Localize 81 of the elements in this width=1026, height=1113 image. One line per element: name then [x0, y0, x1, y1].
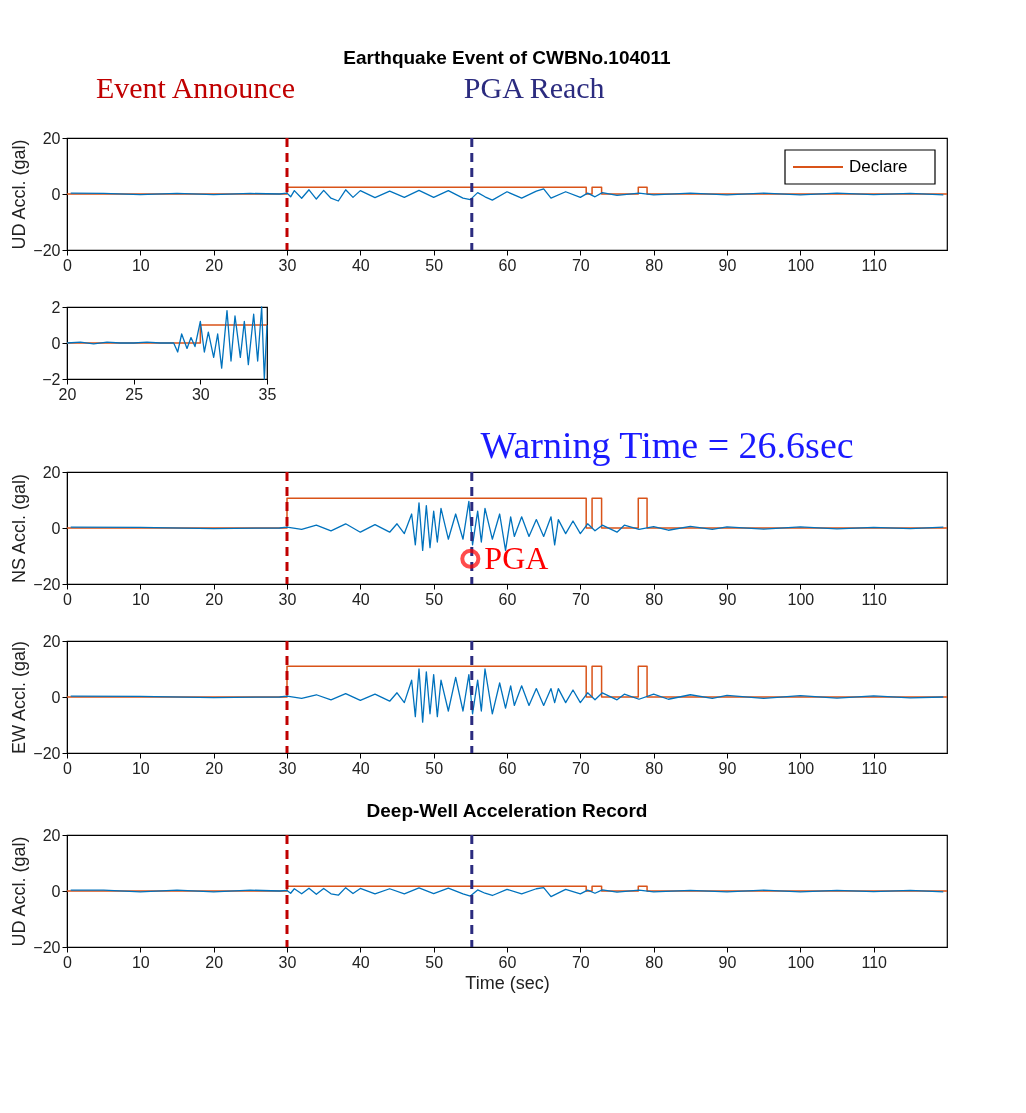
x-tick-label: 90	[718, 759, 737, 777]
y-tick-label: −20	[33, 744, 61, 762]
x-tick-label: 10	[131, 759, 150, 777]
y-tick-label: 0	[51, 185, 61, 203]
y-tick-label: 0	[51, 688, 61, 706]
line-series	[70, 188, 944, 202]
y-tick-label: 20	[42, 463, 61, 481]
x-tick-label: 10	[131, 590, 150, 608]
text: Warning Time = 26.6sec	[480, 424, 854, 466]
x-tick-label: 70	[571, 590, 590, 608]
x-tick-label: 40	[351, 759, 370, 777]
chart-title: Earthquake Event of CWBNo.104011	[343, 47, 672, 68]
y-axis-title: UD Accl. (gal)	[9, 139, 30, 250]
x-tick-label: 70	[571, 256, 590, 274]
x-tick-label: 40	[351, 953, 370, 971]
x-tick-label: 110	[861, 759, 888, 777]
x-tick-label: 0	[63, 953, 73, 971]
x-tick-label: 35	[258, 385, 277, 403]
x-tick-label: 30	[278, 759, 297, 777]
legend-label: Declare	[849, 157, 908, 176]
y-tick-label: −20	[33, 241, 61, 259]
x-tick-label: 90	[718, 953, 737, 971]
x-tick-label: 70	[571, 953, 590, 971]
x-tick-label: 80	[645, 256, 664, 274]
x-tick-label: 20	[205, 953, 224, 971]
line-series	[70, 668, 944, 723]
x-tick-label: 20	[205, 256, 224, 274]
x-tick-label: 50	[425, 759, 444, 777]
y-tick-label: −20	[33, 938, 61, 956]
x-tick-label: 80	[645, 590, 664, 608]
chart-title: Deep-Well Acceleration Record	[366, 800, 648, 821]
x-tick-label: 100	[787, 953, 815, 971]
x-tick-label: 0	[63, 590, 73, 608]
x-tick-label: 25	[125, 385, 144, 403]
x-tick-label: 40	[351, 256, 370, 274]
x-tick-label: 110	[861, 590, 888, 608]
x-axis-title: Time (sec)	[465, 972, 550, 993]
x-tick-label: 10	[131, 256, 150, 274]
y-axis-title: UD Accl. (gal)	[9, 836, 30, 947]
x-tick-label: 20	[205, 759, 224, 777]
x-tick-label: 110	[861, 256, 888, 274]
y-tick-label: −2	[42, 370, 61, 388]
x-tick-label: 80	[645, 953, 664, 971]
x-tick-label: 80	[645, 759, 664, 777]
x-tick-label: 60	[498, 590, 517, 608]
y-tick-label: −20	[33, 575, 61, 593]
y-tick-label: 0	[51, 334, 61, 352]
y-tick-label: 0	[51, 519, 61, 537]
x-tick-label: 60	[498, 759, 517, 777]
x-tick-label: 60	[498, 953, 517, 971]
x-tick-label: 0	[63, 759, 73, 777]
x-tick-label: 40	[351, 590, 370, 608]
x-tick-label: 0	[63, 256, 73, 274]
x-tick-label: 100	[787, 590, 815, 608]
x-tick-label: 100	[787, 256, 815, 274]
line-series	[70, 886, 944, 898]
y-axis-title: EW Accl. (gal)	[9, 640, 30, 755]
y-tick-label: 20	[42, 826, 61, 844]
ref-line-label: PGA Reach	[463, 71, 605, 104]
x-tick-label: 10	[131, 953, 150, 971]
x-tick-label: 50	[425, 590, 444, 608]
annotation: PGA	[484, 539, 549, 576]
x-tick-label: 30	[278, 256, 297, 274]
x-tick-label: 100	[787, 759, 815, 777]
x-tick-label: 70	[571, 759, 590, 777]
x-tick-label: 30	[191, 385, 210, 403]
y-tick-label: 20	[42, 632, 61, 650]
x-tick-label: 90	[718, 590, 737, 608]
x-tick-label: 50	[425, 953, 444, 971]
ref-line-label: Event Announce	[95, 71, 295, 104]
x-tick-label: 20	[205, 590, 224, 608]
x-tick-label: 30	[278, 953, 297, 971]
y-tick-label: 20	[42, 129, 61, 147]
x-tick-label: 50	[425, 256, 444, 274]
y-tick-label: 2	[51, 298, 61, 316]
x-tick-label: 30	[278, 590, 297, 608]
x-tick-label: 110	[861, 953, 888, 971]
y-axis-title: NS Accl. (gal)	[9, 473, 30, 584]
y-tick-label: 0	[51, 882, 61, 900]
x-tick-label: 60	[498, 256, 517, 274]
x-tick-label: 90	[718, 256, 737, 274]
